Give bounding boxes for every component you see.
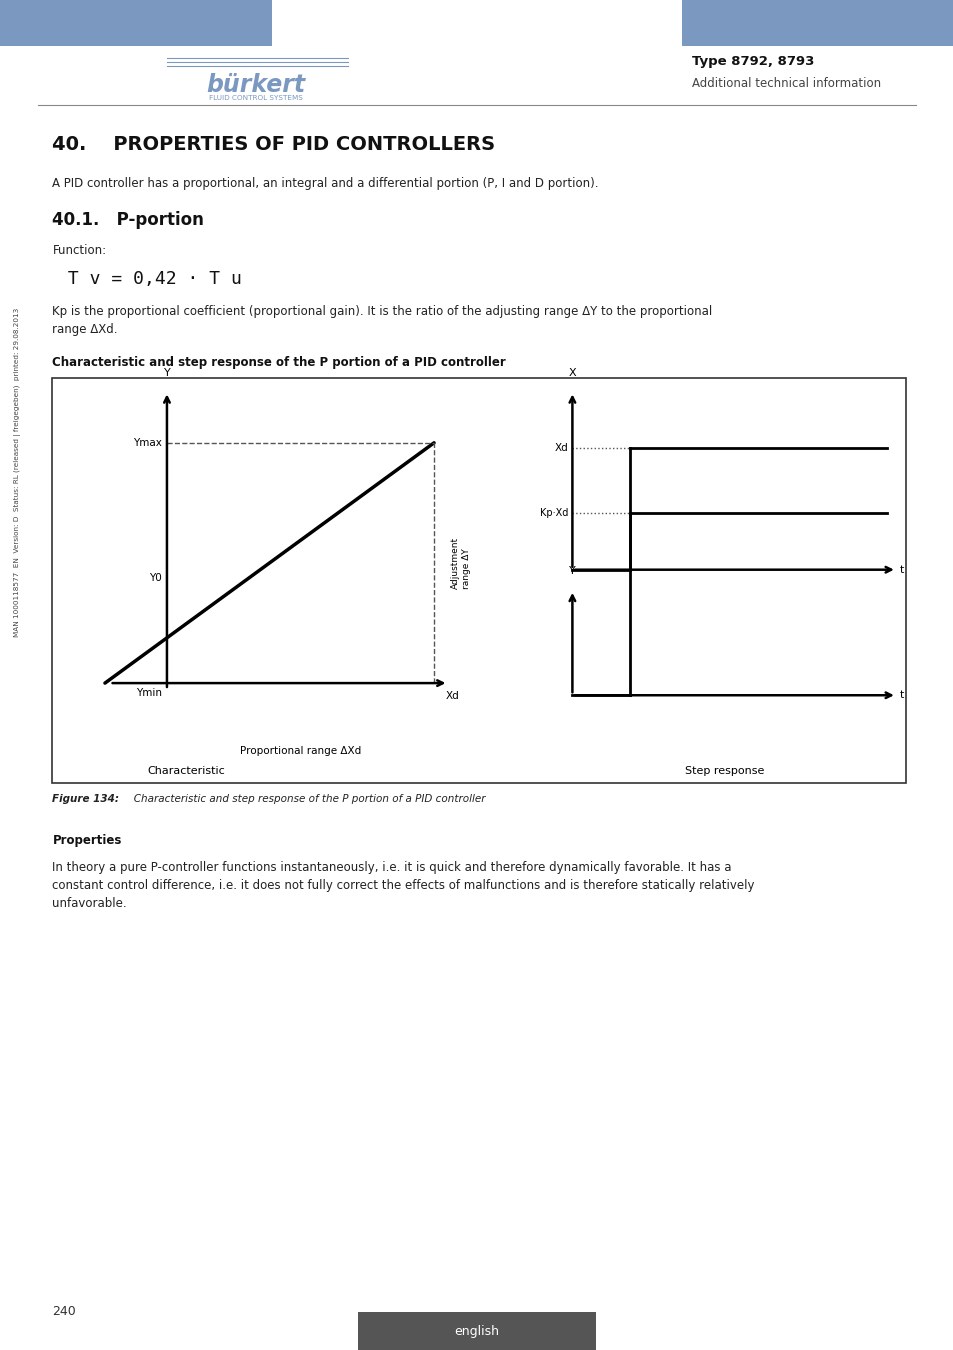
Text: Type 8792, 8793: Type 8792, 8793 [691,55,813,69]
Text: t: t [899,564,903,575]
Text: Step response: Step response [684,767,764,776]
Text: X: X [568,369,576,378]
Text: 40.1.   P-portion: 40.1. P-portion [52,211,204,228]
Text: Ymin: Ymin [136,688,162,698]
Text: Xd: Xd [445,691,458,701]
Text: Properties: Properties [52,834,122,848]
Text: Characteristic and step response of the P portion of a PID controller: Characteristic and step response of the … [124,794,485,803]
Text: A PID controller has a proportional, an integral and a differential portion (P, : A PID controller has a proportional, an … [52,177,598,190]
Text: Function:: Function: [52,244,107,258]
Text: Figure 134:: Figure 134: [52,794,119,803]
Text: t: t [899,690,903,701]
Text: Y0: Y0 [150,572,162,583]
Text: MAN 1000118577  EN  Version: D  Status: RL (released | freigegeben)  printed: 29: MAN 1000118577 EN Version: D Status: RL … [13,308,21,637]
Text: Adjustment
range ΔY: Adjustment range ΔY [451,537,471,589]
Text: english: english [454,1324,499,1338]
Text: bürkert: bürkert [206,73,305,97]
Bar [0,0,272,46]
Text: Xd: Xd [555,443,568,454]
Text: Kp·Xd: Kp·Xd [539,508,568,518]
Text: Kp is the proportional coefficient (proportional gain). It is the ratio of the a: Kp is the proportional coefficient (prop… [52,305,712,336]
Text: FLUID CONTROL SYSTEMS: FLUID CONTROL SYSTEMS [209,95,302,100]
Text: Y: Y [163,369,171,378]
Bar [357,1312,596,1350]
Text: Additional technical information: Additional technical information [691,77,880,90]
Text: Ymax: Ymax [133,437,162,448]
Text: Characteristic: Characteristic [147,767,225,776]
Text: Characteristic and step response of the P portion of a PID controller: Characteristic and step response of the … [52,356,506,370]
Text: Y: Y [568,567,576,576]
Bar [681,0,953,46]
Text: 40.    PROPERTIES OF PID CONTROLLERS: 40. PROPERTIES OF PID CONTROLLERS [52,135,495,154]
Text: 240: 240 [52,1304,76,1318]
Text: Proportional range ΔXd: Proportional range ΔXd [239,747,361,756]
Text: T v = 0,42 · T u: T v = 0,42 · T u [57,270,242,288]
Text: In theory a pure P-controller functions instantaneously, i.e. it is quick and th: In theory a pure P-controller functions … [52,861,754,910]
Bar [52,378,905,783]
